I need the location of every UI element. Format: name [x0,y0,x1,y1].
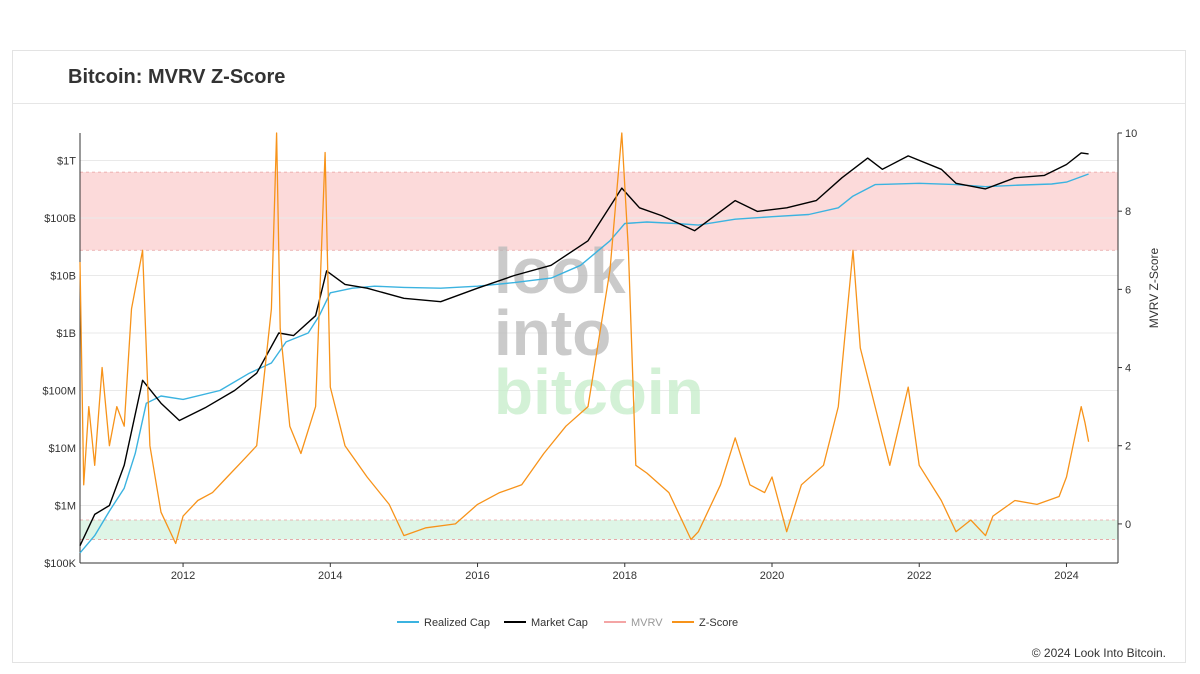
copyright-text: © 2024 Look Into Bitcoin. [1031,646,1166,660]
legend-label-realized-cap[interactable]: Realized Cap [424,617,490,629]
chart-card: Bitcoin: MVRV Z-Score [12,50,1186,663]
legend-label-market-cap[interactable]: Market Cap [531,617,588,629]
card-header: Bitcoin: MVRV Z-Score [13,51,1185,104]
page-title: Bitcoin: MVRV Z-Score [68,66,286,88]
legend-label-z-score[interactable]: Z-Score [699,617,738,629]
legend-label-mvrv[interactable]: MVRV [631,617,663,629]
